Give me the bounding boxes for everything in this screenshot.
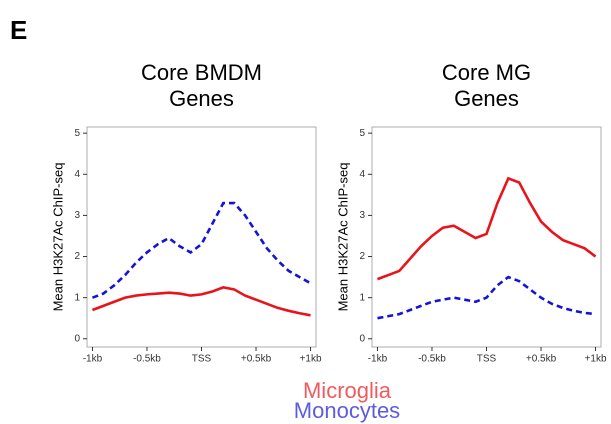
x-tick-label: -0.5kb (133, 354, 161, 365)
x-tick-label: +1kb (585, 354, 607, 365)
x-tick-label: TSS (192, 354, 212, 365)
y-axis-label: Mean H3K27Ac ChIP-seq (50, 163, 65, 312)
y-tick-label: 4 (359, 169, 365, 180)
series-line (377, 275, 596, 320)
legend-entry: Monocytes (294, 398, 400, 423)
y-tick-label: 1 (74, 292, 80, 303)
y-tick-label: 3 (74, 210, 80, 221)
x-tick-label: +0.5kb (526, 354, 557, 365)
panel-label: E (10, 15, 27, 45)
x-tick-label: -0.5kb (418, 354, 446, 365)
plot-border (86, 126, 317, 348)
y-tick-label: 4 (74, 169, 80, 180)
x-tick-label: TSS (477, 354, 497, 365)
legend-entry: Microglia (303, 378, 392, 403)
y-tick-label: 5 (74, 128, 80, 139)
panel-title: Core MG Genes (441, 60, 532, 111)
y-tick-label: 5 (359, 128, 365, 139)
series-line (91, 201, 312, 299)
y-tick-label: 1 (359, 292, 365, 303)
y-axis-label: Mean H3K27Ac ChIP-seq (335, 163, 350, 312)
series-line (376, 176, 597, 281)
panel-title: Core BMDM Genes (140, 60, 262, 111)
x-tick-label: +1kb (300, 354, 322, 365)
y-tick-label: 3 (359, 210, 365, 221)
y-tick-label: 2 (359, 251, 365, 262)
y-tick-label: 0 (359, 333, 365, 344)
y-tick-label: 2 (74, 251, 80, 262)
series-line (91, 286, 311, 317)
x-tick-label: -1kb (368, 354, 388, 365)
y-tick-label: 0 (74, 333, 80, 344)
x-tick-label: +0.5kb (241, 354, 272, 365)
x-tick-label: -1kb (83, 354, 103, 365)
plot-border (371, 126, 602, 348)
